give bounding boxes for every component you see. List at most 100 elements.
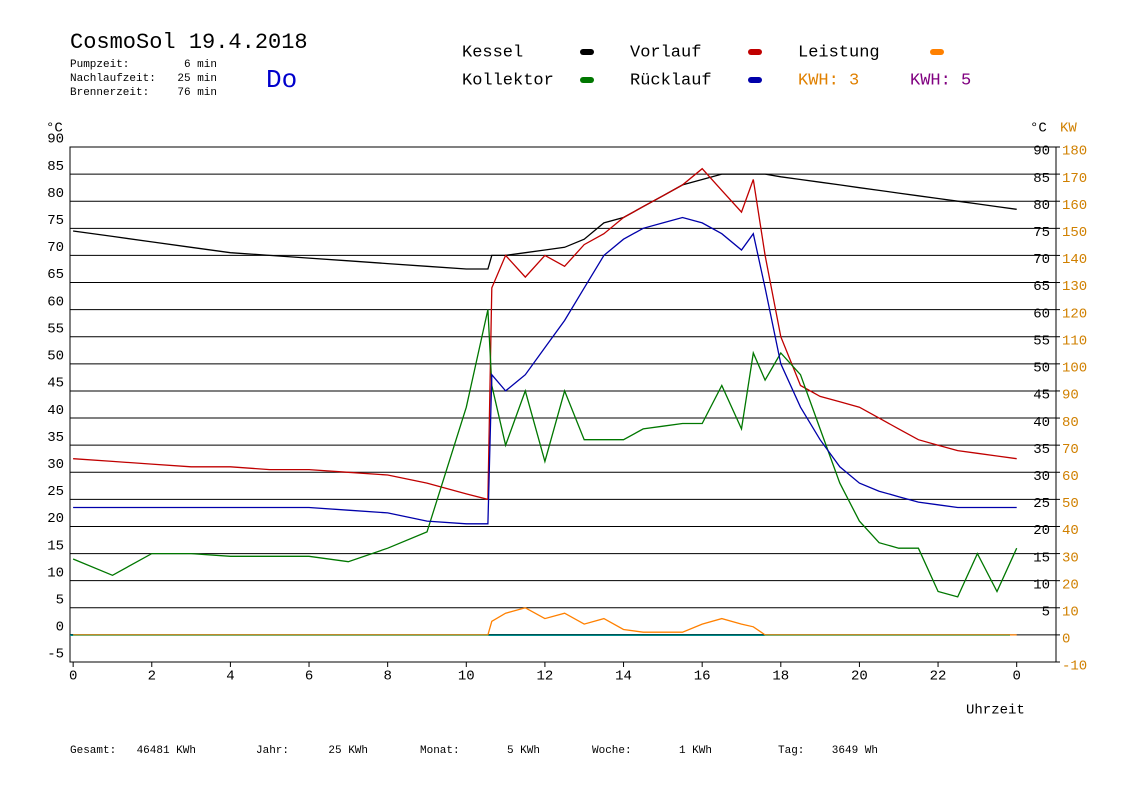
y-tick-label: 85 (47, 159, 64, 175)
series-line (72, 309, 1018, 598)
legend-swatch (748, 49, 762, 55)
y2-tick-label: 110 (1062, 333, 1087, 349)
total-label: Gesamt: (70, 745, 116, 757)
total-label: Monat: (420, 745, 460, 757)
y-right-tick-label: 15 (1033, 550, 1050, 566)
y-right-tick-label: 10 (1033, 577, 1050, 593)
y-tick-label: 25 (47, 484, 64, 500)
series-line (73, 607, 1017, 636)
y-right-tick-label: 80 (1033, 198, 1050, 214)
info-label: Brennerzeit: (70, 87, 149, 99)
kwh-label: KWH: 3 (798, 71, 859, 90)
y2-tick-label: 30 (1062, 550, 1079, 566)
y-tick-label: 60 (47, 294, 64, 310)
x-axis-label: Uhrzeit (966, 703, 1025, 719)
y2-tick-label: 140 (1062, 252, 1087, 268)
legend-swatch (748, 77, 762, 83)
y2-tick-label: 50 (1062, 496, 1079, 512)
y-right-tick-label: 20 (1033, 523, 1050, 539)
y2-tick-label: 40 (1062, 523, 1079, 539)
y-right-tick-label: 55 (1033, 333, 1050, 349)
y-tick-label: 50 (47, 349, 64, 365)
info-value: 25 min (177, 73, 217, 85)
legend-label: Vorlauf (630, 43, 701, 62)
y-tick-label: 20 (47, 511, 64, 527)
x-tick-label: 10 (458, 669, 475, 685)
chart-title: CosmoSol 19.4.2018 (70, 30, 308, 55)
y-right-tick-label: 65 (1033, 279, 1050, 295)
x-tick-label: 12 (537, 669, 554, 685)
y2-tick-label: 150 (1062, 225, 1087, 241)
y-right-tick-label: 40 (1033, 415, 1050, 431)
y-unit-right: °C (1030, 121, 1047, 137)
series-line (73, 216, 1017, 525)
y2-tick-label: 90 (1062, 388, 1079, 404)
total-value: 5 KWh (507, 745, 540, 757)
legend-swatch (580, 49, 594, 55)
info-value: 76 min (177, 87, 217, 99)
total-value: 3649 Wh (832, 745, 878, 757)
legend-label: Rücklauf (630, 71, 712, 90)
y2-tick-label: 100 (1062, 361, 1087, 377)
y-right-tick-label: 50 (1033, 361, 1050, 377)
y-tick-label: 70 (47, 240, 64, 256)
total-label: Tag: (778, 745, 804, 757)
x-tick-label: 2 (148, 669, 156, 685)
y-right-tick-label: 60 (1033, 306, 1050, 322)
x-tick-label: 4 (226, 669, 234, 685)
y-tick-label: 75 (47, 213, 64, 229)
y2-tick-label: 130 (1062, 279, 1087, 295)
x-tick-label: 18 (772, 669, 789, 685)
kwh-label: KWH: 5 (910, 71, 971, 90)
y2-tick-label: 170 (1062, 171, 1087, 187)
y-tick-label: 0 (56, 620, 64, 636)
info-label: Pumpzeit: (70, 59, 129, 71)
total-value: 1 KWh (679, 745, 712, 757)
legend-label: Kollektor (462, 71, 554, 90)
y2-tick-label: 0 (1062, 632, 1070, 648)
x-tick-label: 0 (69, 669, 77, 685)
y2-tick-label: 80 (1062, 415, 1079, 431)
y2-tick-label: 60 (1062, 469, 1079, 485)
total-label: Jahr: (256, 745, 289, 757)
y-right-tick-label: 45 (1033, 388, 1050, 404)
total-value: 46481 KWh (137, 745, 196, 757)
y-right-tick-label: 90 (1033, 144, 1050, 160)
plot-frame (69, 146, 1057, 663)
day-label: Do (266, 65, 297, 95)
y2-tick-label: 160 (1062, 198, 1087, 214)
y-tick-label: 65 (47, 267, 64, 283)
total-label: Woche: (592, 745, 632, 757)
y2-unit: KW (1060, 121, 1077, 137)
y-tick-label: 10 (47, 565, 64, 581)
x-tick-label: 14 (615, 669, 632, 685)
y-right-tick-label: 35 (1033, 442, 1050, 458)
legend-swatch (580, 77, 594, 83)
x-tick-label: 22 (930, 669, 947, 685)
y-tick-label: 30 (47, 457, 64, 473)
x-tick-label: 20 (851, 669, 868, 685)
legend-label: Leistung (798, 43, 880, 62)
y-tick-label: 40 (47, 403, 64, 419)
info-value: 6 min (184, 59, 217, 71)
y-right-tick-label: 75 (1033, 225, 1050, 241)
y-tick-label: 90 (47, 132, 64, 148)
series-line (73, 167, 1017, 501)
y-tick-label: 35 (47, 430, 64, 446)
info-label: Nachlaufzeit: (70, 73, 156, 85)
y-tick-label: 15 (47, 538, 64, 554)
y-tick-label: 55 (47, 321, 64, 337)
legend-label: Kessel (462, 43, 523, 62)
x-tick-label: 8 (383, 669, 391, 685)
x-tick-label: 16 (694, 669, 711, 685)
y-tick-label: 80 (47, 186, 64, 202)
y-right-tick-label: 70 (1033, 252, 1050, 268)
y2-tick-label: 120 (1062, 306, 1087, 322)
y-right-tick-label: 5 (1042, 604, 1050, 620)
y2-tick-label: 180 (1062, 144, 1087, 160)
y2-tick-label: 20 (1062, 577, 1079, 593)
y2-tick-label: 70 (1062, 442, 1079, 458)
total-value: 25 KWh (328, 745, 368, 757)
x-tick-label: 0 (1012, 669, 1020, 685)
